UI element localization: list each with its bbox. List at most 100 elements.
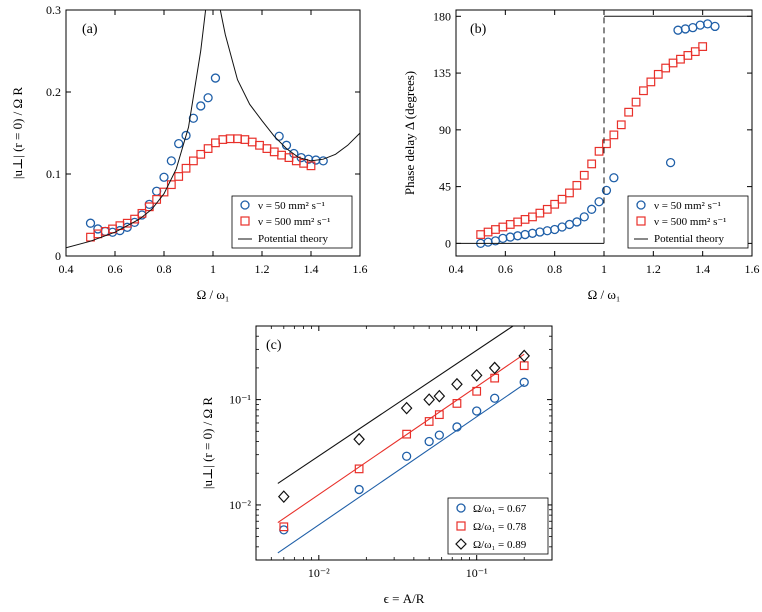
y-tick-label: 45 bbox=[439, 180, 451, 194]
diamond-marker bbox=[488, 361, 501, 375]
circle-marker bbox=[452, 422, 462, 432]
circle-marker bbox=[434, 430, 444, 440]
square-marker bbox=[668, 58, 678, 68]
square-marker bbox=[203, 144, 213, 153]
panel-a-legend-label-500: ν = 500 mm² s⁻¹ bbox=[258, 216, 330, 228]
square-marker bbox=[181, 163, 191, 173]
y-tick-label: 180 bbox=[433, 9, 451, 23]
y-tick-label: 0.2 bbox=[46, 85, 61, 99]
square-marker bbox=[639, 86, 648, 96]
square-marker bbox=[609, 130, 619, 140]
circle-marker bbox=[354, 484, 364, 495]
x-tick-label: 1.6 bbox=[353, 262, 368, 276]
square-marker bbox=[519, 361, 529, 371]
square-marker bbox=[240, 135, 250, 144]
square-marker bbox=[424, 417, 434, 426]
circle-marker bbox=[472, 406, 482, 416]
diamond-marker bbox=[423, 393, 435, 407]
y-tick-label: 10⁻² bbox=[229, 498, 251, 512]
square-marker bbox=[284, 153, 294, 163]
square-marker bbox=[587, 159, 597, 169]
panel-c-legend-label-089: Ω/ω₁ = 0.89 bbox=[473, 539, 527, 551]
panel-b-legend-label-500: ν = 500 mm² s⁻¹ bbox=[654, 216, 726, 228]
panel-b-legend-marker-500 bbox=[636, 216, 646, 226]
x-tick-label: 1.4 bbox=[304, 262, 319, 276]
y-tick-label: 0.3 bbox=[46, 3, 61, 17]
square-marker bbox=[594, 146, 604, 156]
circle-marker bbox=[498, 233, 508, 243]
square-marker bbox=[550, 199, 560, 209]
x-tick-label: 10⁻² bbox=[308, 566, 330, 580]
circle-marker bbox=[665, 157, 676, 168]
square-marker bbox=[269, 147, 279, 157]
diamond-marker bbox=[470, 368, 483, 382]
circle-marker bbox=[601, 185, 612, 196]
panel-a-legend-label-theory: Potential theory bbox=[258, 233, 328, 245]
plot-area bbox=[66, 10, 360, 249]
diamond-marker bbox=[353, 432, 365, 446]
square-marker bbox=[661, 63, 671, 73]
square-marker bbox=[196, 149, 206, 159]
circle-marker bbox=[196, 101, 206, 111]
panel-b-xticks: 0.4 0.6 0.8 1 1.2 1.4 1.6 bbox=[449, 10, 760, 276]
x-tick-label: 0.6 bbox=[498, 262, 513, 276]
panel-c-legend-marker-067 bbox=[456, 503, 466, 513]
circle-marker bbox=[490, 393, 500, 403]
panel-c-legend: Ω/ω₁ = 0.67 Ω/ω₁ = 0.78 Ω/ω₁ = 0.89 bbox=[447, 497, 549, 555]
circle-marker bbox=[85, 218, 96, 228]
square-marker bbox=[279, 522, 289, 532]
square-marker bbox=[646, 77, 656, 87]
y-tick-label: 90 bbox=[439, 123, 451, 137]
panel-c-legend-marker-078 bbox=[456, 521, 466, 531]
square-marker bbox=[211, 138, 220, 148]
square-marker bbox=[233, 134, 242, 144]
x-tick-label: 0.6 bbox=[108, 262, 123, 276]
panel-b: 0.4 0.6 0.8 1 1.2 1.4 1.6 0 45 90 135 180 (b) Ω / … bbox=[402, 9, 760, 302]
panel-c: 10⁻² 10⁻¹ 10⁻² 10⁻¹ (c) ϵ = A/R |u⊥| (r = … bbox=[200, 325, 553, 606]
circle-marker bbox=[587, 204, 597, 214]
square-marker bbox=[189, 156, 198, 166]
square-marker bbox=[535, 208, 545, 218]
circle-marker bbox=[151, 186, 162, 196]
panel-c-ylabel: |u⊥| (r = 0) / Ω R bbox=[200, 397, 215, 490]
circle-marker bbox=[710, 21, 720, 32]
square-marker bbox=[247, 137, 257, 147]
diamond-marker bbox=[518, 349, 531, 363]
square-marker bbox=[354, 464, 364, 474]
square-marker bbox=[483, 227, 493, 237]
square-marker bbox=[490, 373, 500, 383]
square-marker bbox=[306, 161, 316, 171]
panel-b-series bbox=[456, 15, 752, 249]
x-tick-label: 0.4 bbox=[449, 262, 464, 276]
square-marker bbox=[565, 188, 574, 198]
square-marker bbox=[498, 222, 508, 232]
square-marker bbox=[653, 69, 663, 79]
panel-c-frame bbox=[255, 325, 553, 561]
circle-marker bbox=[594, 197, 604, 207]
panel-a: 0.4 0.6 0.8 1 1.2 1.4 1.6 0 0.1 0.2 0.3 (a) Ω / ω… bbox=[10, 3, 368, 302]
y-tick-label: 0.1 bbox=[46, 167, 61, 181]
square-marker bbox=[690, 47, 700, 57]
circle-marker bbox=[181, 130, 191, 141]
square-marker bbox=[631, 97, 641, 107]
diamond-marker bbox=[277, 490, 290, 503]
circle-marker bbox=[281, 140, 292, 150]
circle-marker bbox=[513, 231, 523, 241]
panel-a-xlabel: Ω / ω₁ bbox=[197, 287, 230, 302]
panel-a-legend: ν = 50 mm² s⁻¹ ν = 500 mm² s⁻¹ Potential… bbox=[231, 195, 353, 249]
circle-marker bbox=[572, 217, 582, 227]
panel-a-label: (a) bbox=[82, 22, 98, 37]
square-marker bbox=[262, 144, 272, 153]
square-marker bbox=[277, 150, 286, 160]
square-marker bbox=[505, 220, 515, 229]
panel-a-legend-marker-50 bbox=[240, 200, 250, 210]
x-tick-label: 0.4 bbox=[59, 262, 74, 276]
panel-c-series bbox=[277, 326, 531, 554]
fit-line bbox=[277, 353, 525, 524]
square-marker bbox=[225, 134, 235, 144]
circle-marker bbox=[680, 24, 691, 34]
circle-marker bbox=[279, 525, 289, 535]
panel-b-legend-label-50: ν = 50 mm² s⁻¹ bbox=[654, 200, 721, 212]
panel-c-legend-label-078: Ω/ω₁ = 0.78 bbox=[473, 521, 527, 533]
panel-c-xlabel: ϵ = A/R bbox=[384, 591, 425, 606]
